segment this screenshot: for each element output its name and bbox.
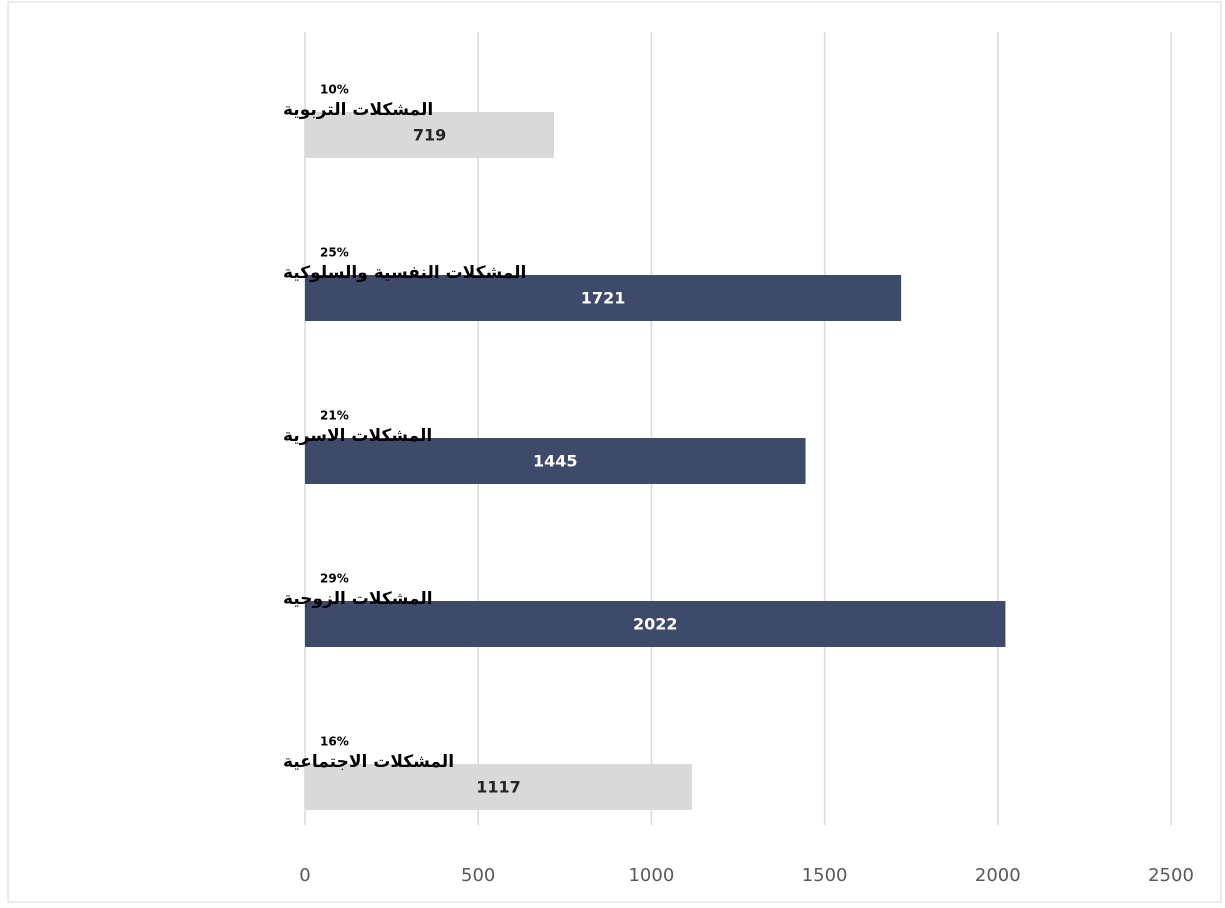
percent-label: 10% (320, 83, 349, 97)
x-tick-label: 500 (461, 865, 495, 886)
percent-label: 29% (320, 572, 349, 586)
category-label: المشكلات النفسية والسلوكية (283, 263, 526, 283)
category-label: المشكلات التربوية (283, 100, 433, 120)
category-label: المشكلات الزوجية (283, 589, 433, 609)
percent-label: 25% (320, 246, 349, 260)
category-label: المشكلات الاسرية (283, 426, 432, 446)
bar-value-label: 2022 (633, 615, 678, 634)
percent-label: 16% (320, 735, 349, 749)
bar-value-label: 1721 (581, 289, 626, 308)
category-label: المشكلات الاجتماعية (283, 752, 454, 772)
bar (305, 438, 806, 484)
bar-value-label: 719 (413, 126, 446, 145)
x-tick-label: 1500 (802, 865, 848, 886)
x-tick-label: 0 (299, 865, 310, 886)
bar (305, 112, 555, 158)
bar (305, 275, 902, 321)
bar (305, 601, 1006, 647)
bar-value-label: 1117 (476, 778, 521, 797)
percent-label: 21% (320, 409, 349, 423)
bar-value-label: 1445 (533, 452, 578, 471)
bar (305, 764, 692, 810)
x-tick-label: 1000 (628, 865, 674, 886)
x-tick-label: 2500 (1148, 865, 1194, 886)
x-tick-label: 2000 (975, 865, 1021, 886)
